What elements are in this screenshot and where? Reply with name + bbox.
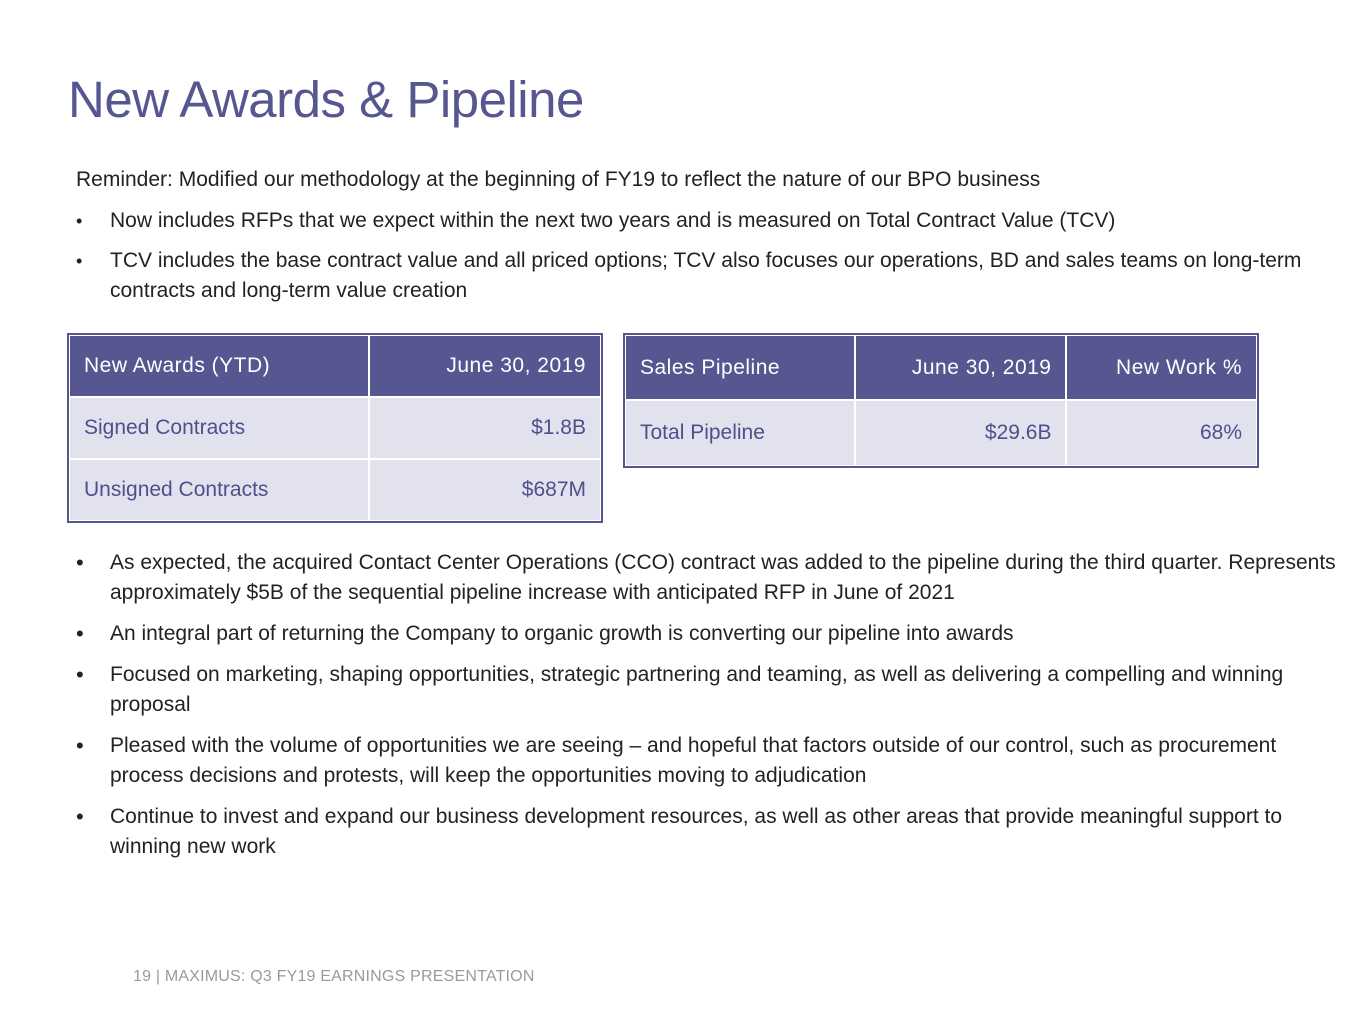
intro-bullet-item: • Now includes RFPs that we expect withi… (76, 206, 1336, 236)
table-row: Total Pipeline $29.6B 68% (623, 399, 1258, 467)
list-item-text: Pleased with the volume of opportunities… (110, 734, 1277, 787)
table-header-row: Sales Pipeline June 30, 2019 New Work % (623, 334, 1258, 401)
bullet-icon: • (76, 733, 84, 758)
table-cell: 68% (1065, 399, 1258, 467)
bullet-icon: • (76, 251, 83, 271)
table-cell: Signed Contracts (68, 396, 370, 460)
intro-bullet-text: TCV includes the base contract value and… (110, 249, 1302, 302)
table-header-cell: June 30, 2019 (367, 334, 603, 398)
list-item: • As expected, the acquired Contact Cent… (76, 548, 1341, 608)
list-item: • Pleased with the volume of opportuniti… (76, 731, 1341, 791)
bullet-icon: • (76, 211, 83, 231)
list-item: • An integral part of returning the Comp… (76, 619, 1341, 649)
intro-bullet-text: Now includes RFPs that we expect within … (110, 209, 1116, 232)
table-cell: Unsigned Contracts (68, 458, 370, 522)
table-header-row: New Awards (YTD) June 30, 2019 (68, 334, 603, 398)
list-item-text: As expected, the acquired Contact Center… (110, 551, 1336, 604)
table-cell: $1.8B (367, 396, 603, 460)
table-header-cell: New Awards (YTD) (68, 334, 370, 398)
page-footer: 19 | MAXIMUS: Q3 FY19 EARNINGS PRESENTAT… (133, 968, 535, 985)
list-item-text: Focused on marketing, shaping opportunit… (110, 663, 1284, 716)
table-header-cell: Sales Pipeline (623, 334, 857, 401)
list-item-text: Continue to invest and expand our busine… (110, 805, 1283, 858)
bullet-icon: • (76, 662, 84, 687)
bullet-icon: • (76, 621, 84, 646)
table-row: Signed Contracts $1.8B (68, 396, 603, 460)
reminder-text: Reminder: Modified our methodology at th… (76, 168, 1041, 191)
page-title: New Awards & Pipeline (68, 71, 584, 128)
table-header-cell: New Work % (1065, 334, 1258, 401)
list-item: • Focused on marketing, shaping opportun… (76, 660, 1341, 720)
table-header-cell: June 30, 2019 (854, 334, 1068, 401)
bullet-list: • As expected, the acquired Contact Cent… (76, 548, 1341, 873)
table-row: Unsigned Contracts $687M (68, 458, 603, 522)
list-item-text: An integral part of returning the Compan… (110, 622, 1014, 645)
list-item: • Continue to invest and expand our busi… (76, 802, 1341, 862)
intro-section: Reminder: Modified our methodology at th… (76, 166, 1336, 316)
new-awards-table: New Awards (YTD) June 30, 2019 Signed Co… (67, 333, 603, 523)
table-cell: Total Pipeline (623, 399, 857, 467)
table-cell: $687M (367, 458, 603, 522)
bullet-icon: • (76, 804, 84, 829)
intro-bullet-item: • TCV includes the base contract value a… (76, 246, 1336, 306)
table-cell: $29.6B (854, 399, 1068, 467)
sales-pipeline-table: Sales Pipeline June 30, 2019 New Work % … (623, 333, 1259, 468)
bullet-icon: • (76, 550, 84, 575)
